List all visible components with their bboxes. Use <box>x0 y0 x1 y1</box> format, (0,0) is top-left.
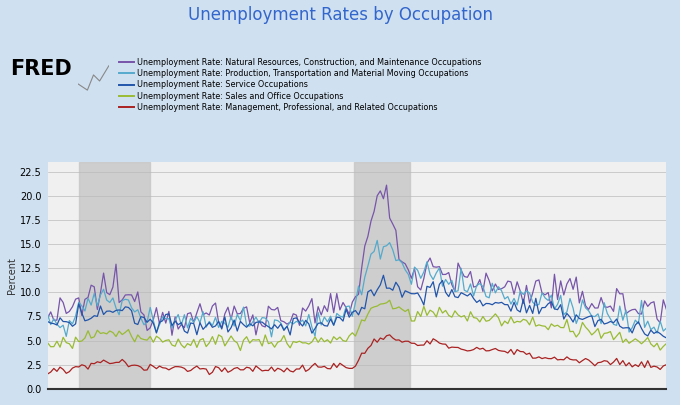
Y-axis label: Percent: Percent <box>7 257 17 294</box>
Legend: Unemployment Rate: Natural Resources, Construction, and Maintenance Occupations,: Unemployment Rate: Natural Resources, Co… <box>116 55 485 115</box>
Text: Unemployment Rates by Occupation: Unemployment Rates by Occupation <box>188 6 492 24</box>
Bar <box>354 162 409 389</box>
Text: FRED: FRED <box>10 59 72 79</box>
Bar <box>78 162 150 389</box>
